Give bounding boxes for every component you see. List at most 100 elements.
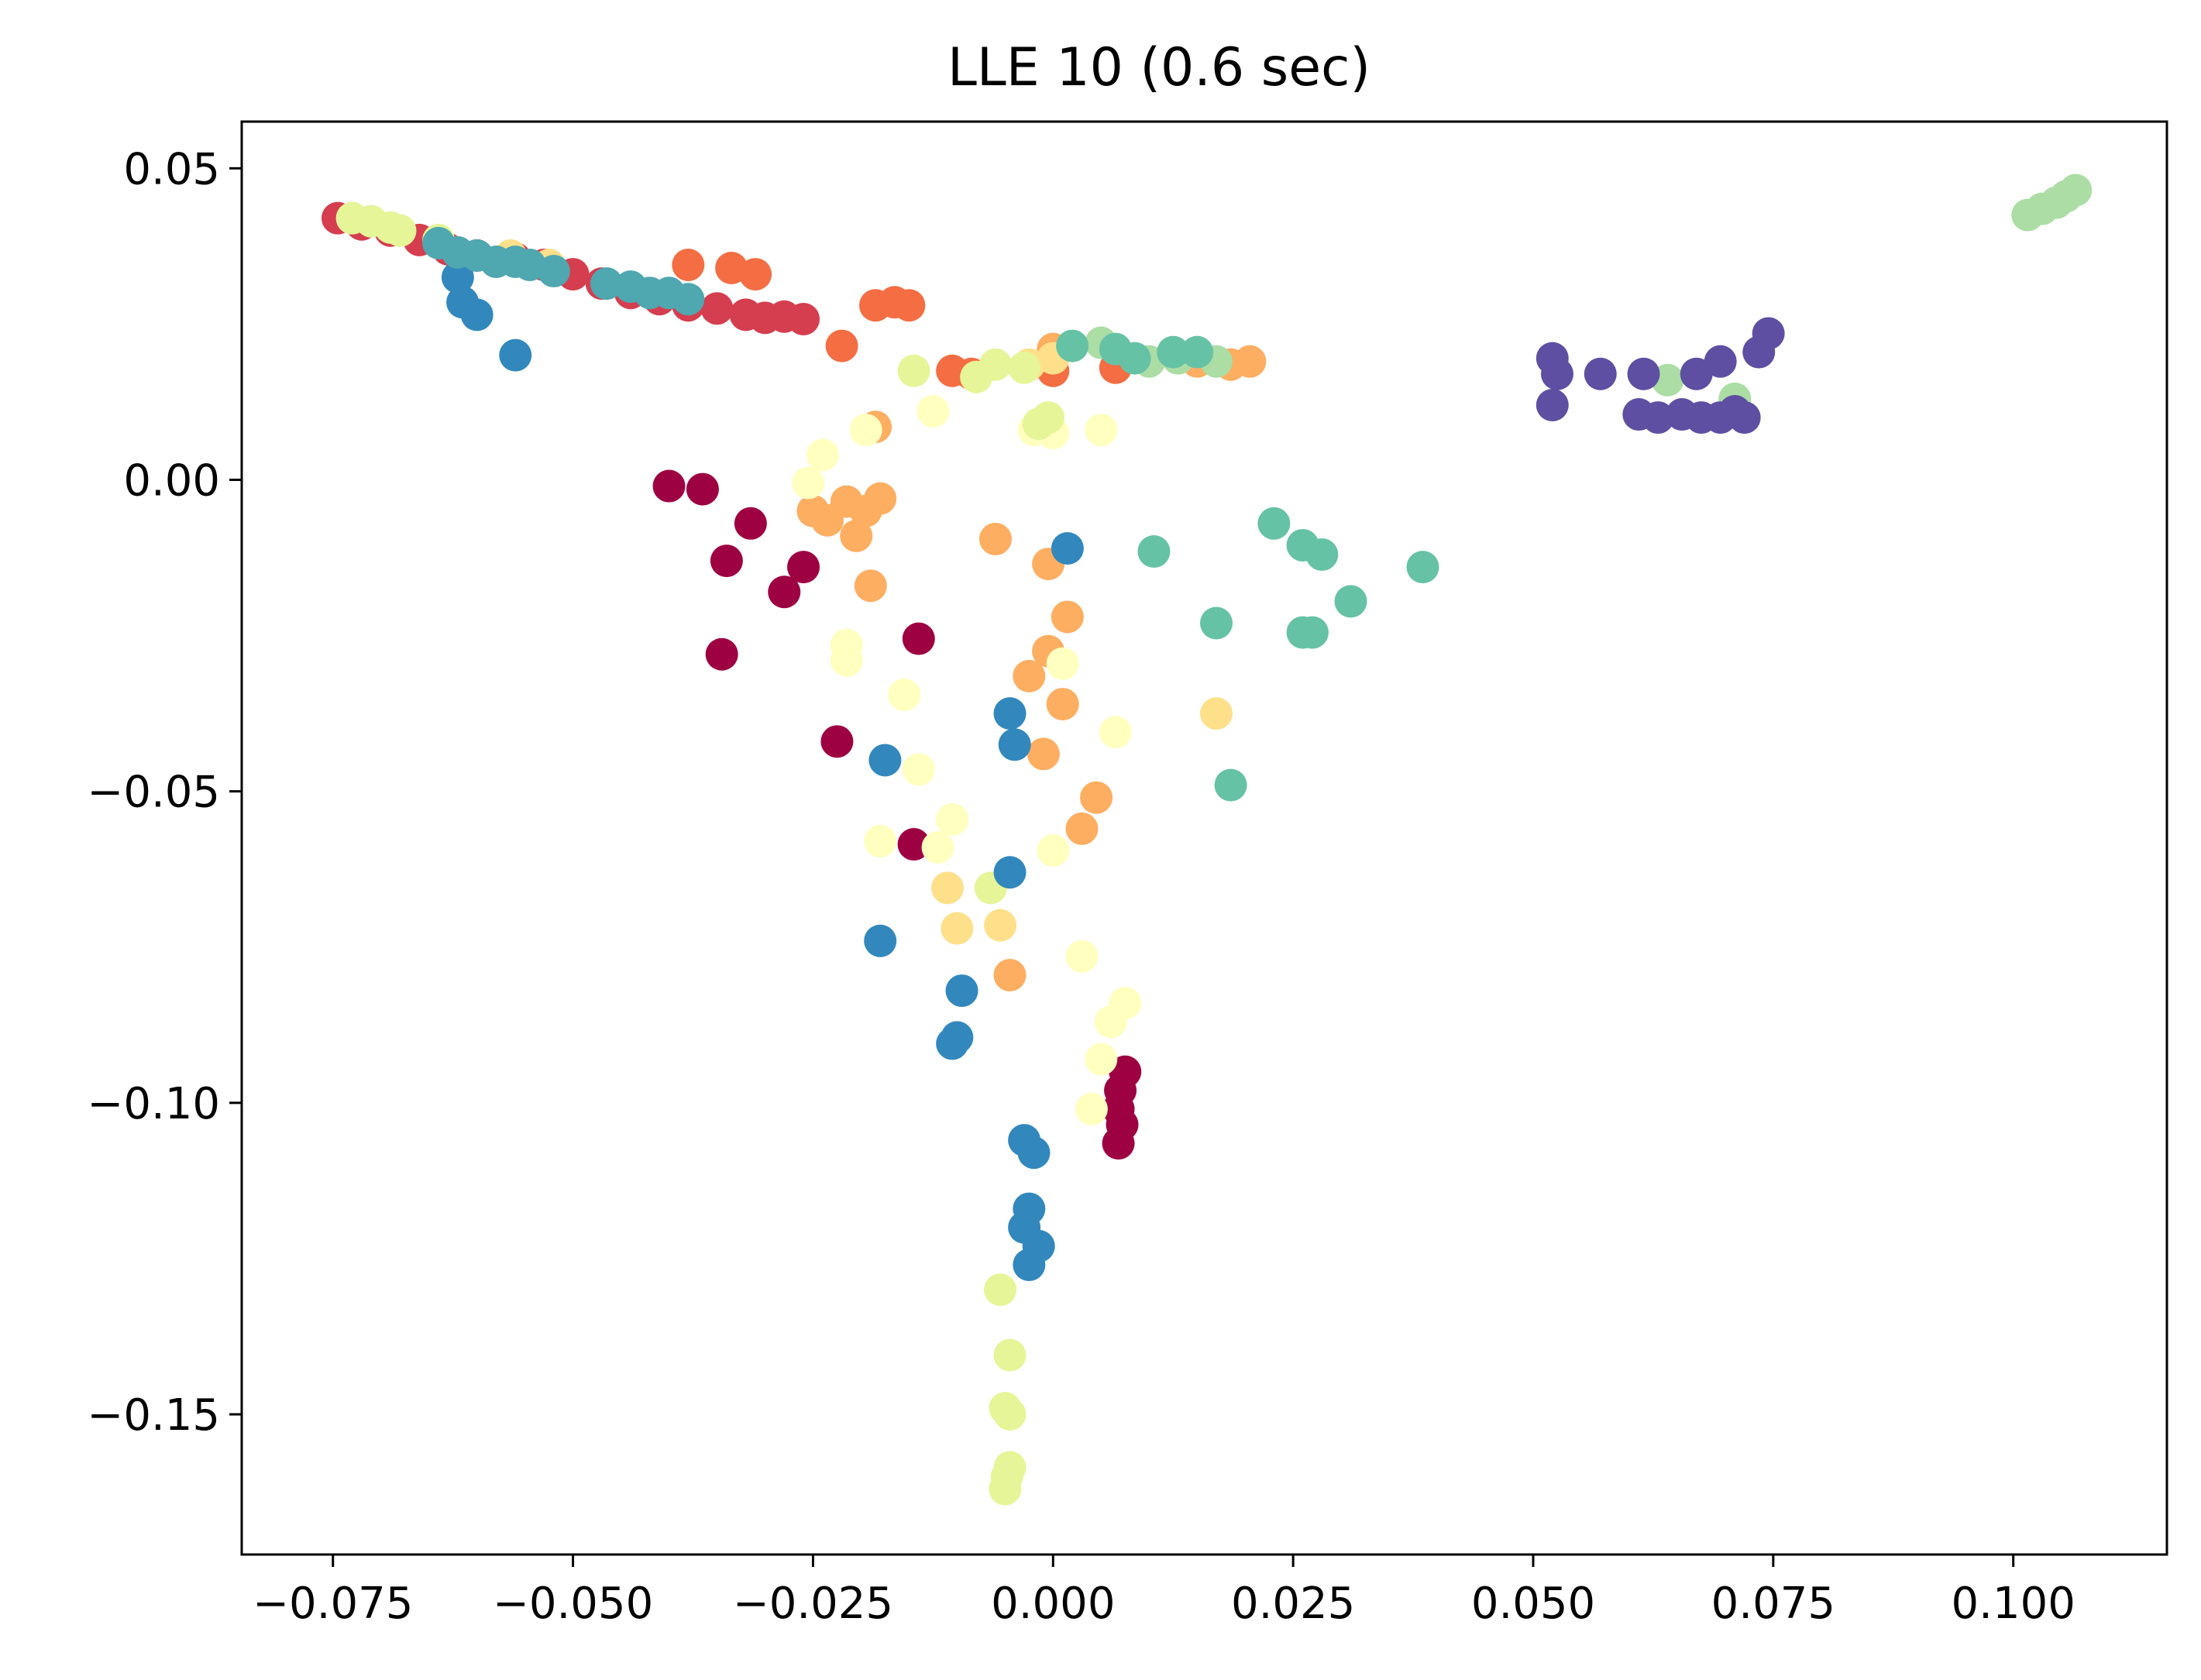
data-point [1305, 538, 1339, 572]
data-point [1199, 606, 1233, 640]
data-point [984, 1273, 1017, 1307]
data-point [993, 958, 1027, 991]
data-point [1257, 507, 1291, 540]
data-point [825, 329, 858, 362]
data-point [734, 507, 767, 540]
data-point [1046, 688, 1079, 721]
data-point [1013, 659, 1046, 692]
data-point [864, 825, 897, 858]
data-point [1680, 357, 1713, 390]
data-point [1704, 345, 1737, 378]
x-tick-label: −0.025 [733, 1579, 893, 1629]
data-point [700, 292, 734, 325]
data-point [1752, 317, 1785, 350]
data-point [1099, 716, 1132, 749]
data-point [739, 258, 772, 291]
data-point [806, 438, 839, 472]
chart-title: LLE 10 (0.6 sec) [947, 37, 1370, 98]
data-point [1017, 1136, 1051, 1170]
data-point [984, 909, 1017, 942]
data-point [1118, 342, 1151, 375]
x-tick-label: −0.050 [493, 1579, 653, 1629]
data-point [1046, 647, 1079, 680]
data-point [1075, 1092, 1108, 1125]
data-point [1233, 345, 1267, 378]
data-point [854, 569, 887, 603]
data-point [1642, 401, 1675, 435]
data-point [1540, 357, 1573, 390]
data-point [1056, 329, 1089, 362]
data-point [978, 348, 1012, 381]
y-axis: 0.05 0.00 −0.05 −0.10 −0.15 [87, 144, 242, 1441]
y-tick-label: −0.15 [87, 1390, 220, 1441]
data-point [945, 974, 978, 1008]
data-point [537, 255, 570, 288]
data-point [1032, 401, 1065, 435]
data-point [1627, 357, 1660, 390]
data-point [1199, 697, 1233, 730]
data-point [921, 831, 954, 864]
data-point [787, 302, 820, 335]
data-point [499, 338, 532, 372]
x-tick-label: 0.000 [991, 1579, 1115, 1629]
data-point [796, 494, 830, 527]
data-point [989, 1472, 1022, 1506]
plot-area-frame [240, 120, 2168, 1556]
data-point [1536, 388, 1569, 421]
data-point [710, 545, 743, 578]
data-point [441, 261, 474, 294]
data-point [705, 637, 738, 671]
data-point [868, 744, 902, 777]
x-tick-label: −0.075 [253, 1579, 413, 1629]
data-point [897, 354, 930, 387]
data-point [897, 828, 930, 861]
y-tick-label: 0.05 [123, 144, 220, 194]
data-point [1157, 335, 1190, 369]
data-point [1295, 616, 1329, 649]
data-point [1102, 1127, 1135, 1160]
data-point [1008, 351, 1041, 384]
data-point [1051, 600, 1084, 634]
data-point [993, 856, 1027, 889]
data-point [978, 522, 1012, 555]
data-point [849, 414, 882, 447]
data-point [993, 1398, 1027, 1431]
data-point [993, 697, 1027, 730]
data-point [864, 482, 897, 515]
data-point [1065, 940, 1099, 973]
data-point [998, 728, 1031, 761]
x-tick-label: 0.025 [1231, 1579, 1355, 1629]
x-tick-label: 0.075 [1711, 1579, 1835, 1629]
data-point [902, 622, 935, 655]
data-point [1027, 737, 1060, 771]
data-point [2059, 173, 2093, 207]
x-axis: −0.075 −0.050 −0.025 0.000 0.025 0.050 0.075 0.… [253, 1555, 2075, 1629]
data-point [864, 924, 897, 957]
data-point [917, 395, 950, 428]
data-point [460, 298, 494, 332]
data-point [1181, 335, 1214, 369]
y-tick-label: 0.00 [123, 456, 220, 507]
data-point [888, 679, 921, 711]
data-point [768, 575, 801, 609]
data-point [686, 472, 719, 506]
data-point [820, 725, 854, 758]
data-point [1406, 551, 1439, 584]
data-point [1013, 1248, 1046, 1281]
data-point [1334, 585, 1367, 618]
y-tick-label: −0.10 [87, 1079, 220, 1129]
data-point [892, 289, 926, 322]
data-point [652, 469, 686, 503]
data-point [830, 644, 863, 677]
data-point [1065, 812, 1099, 845]
data-point [993, 1338, 1027, 1372]
data-point [383, 214, 417, 247]
data-point [902, 753, 935, 786]
data-point [1051, 531, 1084, 565]
y-tick-label: −0.05 [87, 768, 220, 818]
data-point [792, 466, 825, 500]
data-point [1080, 781, 1113, 814]
data-point [936, 802, 969, 836]
